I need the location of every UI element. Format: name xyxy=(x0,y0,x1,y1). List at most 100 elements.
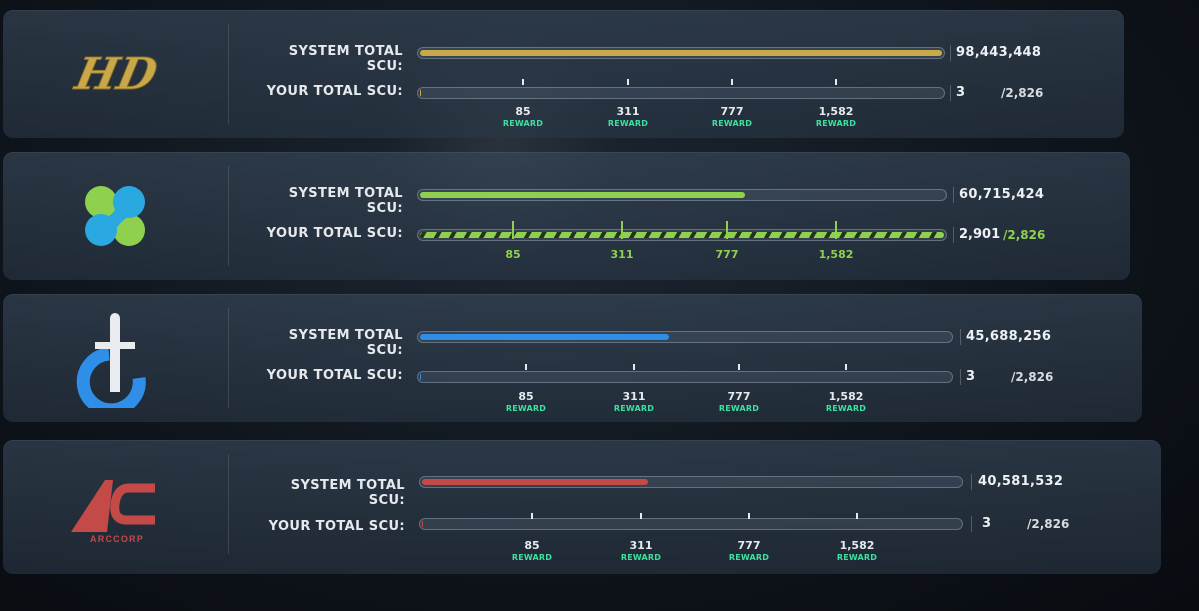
milestone-reward-label: REWARD xyxy=(502,119,544,128)
milestone-value: 85 xyxy=(524,539,540,552)
milestone-tick xyxy=(627,79,629,85)
system-total-label: SYSTEM TOTAL SCU: xyxy=(290,478,405,508)
milestone-reward-label: REWARD xyxy=(607,119,649,128)
system-total-value: 40,581,532 xyxy=(978,474,1064,489)
milestone-tick xyxy=(531,513,533,519)
divider xyxy=(228,24,229,124)
milestone-tick xyxy=(525,364,527,370)
your-total-value: 3 xyxy=(966,369,976,384)
milestone-reward-label: REWARD xyxy=(815,119,857,128)
your-total-label: YOUR TOTAL SCU: xyxy=(266,368,403,383)
value-separator xyxy=(953,187,954,203)
your-total-label: YOUR TOTAL SCU: xyxy=(266,84,403,99)
milestone-tick xyxy=(835,79,837,85)
milestone-tick xyxy=(856,513,858,519)
your-total-bar xyxy=(417,229,947,241)
divider xyxy=(228,454,229,554)
value-separator xyxy=(960,329,961,345)
milestone-tick xyxy=(522,79,524,85)
system-total-fill xyxy=(420,334,670,340)
system-total-label: SYSTEM TOTAL SCU: xyxy=(288,186,403,216)
corp-panel-crusader: SYSTEM TOTAL SCU: 45,688,256 YOUR TOTAL … xyxy=(3,294,1142,422)
svg-text:HD: HD xyxy=(69,48,162,99)
corp-panel-arccorp: ARCCORP SYSTEM TOTAL SCU: 40,581,532 YOU… xyxy=(3,440,1161,574)
svg-text:ARCCORP: ARCCORP xyxy=(90,534,144,544)
system-total-value: 98,443,448 xyxy=(956,45,1042,60)
milestone-value: 85 xyxy=(505,248,521,261)
milestone-tick xyxy=(845,364,847,370)
milestone-value: 1,582 xyxy=(839,539,875,552)
milestone-reward-label: REWARD xyxy=(711,119,753,128)
milestone-value: 1,582 xyxy=(818,248,854,261)
your-total-fill xyxy=(420,374,421,380)
milestone-value: 311 xyxy=(610,248,634,261)
system-total-label: SYSTEM TOTAL SCU: xyxy=(288,44,403,74)
value-separator xyxy=(971,474,972,490)
your-total-label: YOUR TOTAL SCU: xyxy=(266,226,403,241)
your-total-fill xyxy=(420,90,421,96)
your-total-value: 3 xyxy=(982,516,992,531)
your-total-bar xyxy=(417,87,945,99)
system-total-bar xyxy=(417,47,945,59)
milestone-value: 85 xyxy=(518,390,534,403)
crusader-industries-logo xyxy=(65,308,165,417)
milestone-tick xyxy=(738,364,740,370)
milestone-value: 311 xyxy=(616,105,640,118)
corp-panel-hurston: HD SYSTEM TOTAL SCU: 98,443,448 YOUR TOT… xyxy=(3,10,1124,138)
your-total-max: /2,826 xyxy=(1001,86,1044,100)
system-total-value: 60,715,424 xyxy=(959,187,1045,202)
corp-panel-microtech: SYSTEM TOTAL SCU: 60,715,424 YOUR TOTAL … xyxy=(3,152,1130,280)
system-total-fill xyxy=(420,50,942,56)
milestone-reward-label: REWARD xyxy=(728,553,770,562)
value-separator xyxy=(971,516,972,532)
your-total-fill xyxy=(420,232,944,238)
milestone-value: 85 xyxy=(515,105,531,118)
milestone-value: 777 xyxy=(715,248,739,261)
your-total-max: /2,826 xyxy=(1003,228,1046,242)
milestone-value: 777 xyxy=(737,539,761,552)
milestone-reward-label: REWARD xyxy=(718,404,760,413)
milestone-value: 1,582 xyxy=(828,390,864,403)
your-total-fill xyxy=(422,521,423,527)
your-total-label: YOUR TOTAL SCU: xyxy=(268,519,405,534)
milestone-reward-label: REWARD xyxy=(836,553,878,562)
system-total-fill xyxy=(420,192,745,198)
milestone-tick xyxy=(731,79,733,85)
milestone-reward-label: REWARD xyxy=(613,404,655,413)
system-total-bar xyxy=(417,331,953,343)
hurston-dynamics-logo: HD xyxy=(65,24,165,124)
system-total-bar xyxy=(419,476,963,488)
milestone-reward-label: REWARD xyxy=(505,404,547,413)
milestone-value: 777 xyxy=(727,390,751,403)
value-separator xyxy=(953,227,954,243)
microtech-logo xyxy=(65,166,165,266)
milestone-value: 311 xyxy=(629,539,653,552)
milestone-value: 777 xyxy=(720,105,744,118)
arccorp-logo: ARCCORP xyxy=(65,454,165,554)
your-total-bar xyxy=(417,371,953,383)
value-separator xyxy=(950,85,951,101)
your-total-value: 3 xyxy=(956,85,966,100)
milestone-tick xyxy=(640,513,642,519)
milestone-tick xyxy=(512,221,514,239)
your-total-value: 2,901 xyxy=(959,227,1001,242)
system-total-bar xyxy=(417,189,947,201)
value-separator xyxy=(950,45,951,61)
milestone-tick xyxy=(726,221,728,239)
milestone-value: 1,582 xyxy=(818,105,854,118)
value-separator xyxy=(960,369,961,385)
milestone-value: 311 xyxy=(622,390,646,403)
your-total-max: /2,826 xyxy=(1027,517,1070,531)
milestone-tick xyxy=(748,513,750,519)
milestone-reward-label: REWARD xyxy=(825,404,867,413)
your-total-bar xyxy=(419,518,963,530)
milestone-reward-label: REWARD xyxy=(620,553,662,562)
milestone-reward-label: REWARD xyxy=(511,553,553,562)
your-total-max: /2,826 xyxy=(1011,370,1054,384)
milestone-tick xyxy=(835,221,837,239)
system-total-label: SYSTEM TOTAL SCU: xyxy=(288,328,403,358)
system-total-fill xyxy=(422,479,648,485)
milestone-tick xyxy=(633,364,635,370)
milestone-tick xyxy=(621,221,623,239)
divider xyxy=(228,308,229,408)
